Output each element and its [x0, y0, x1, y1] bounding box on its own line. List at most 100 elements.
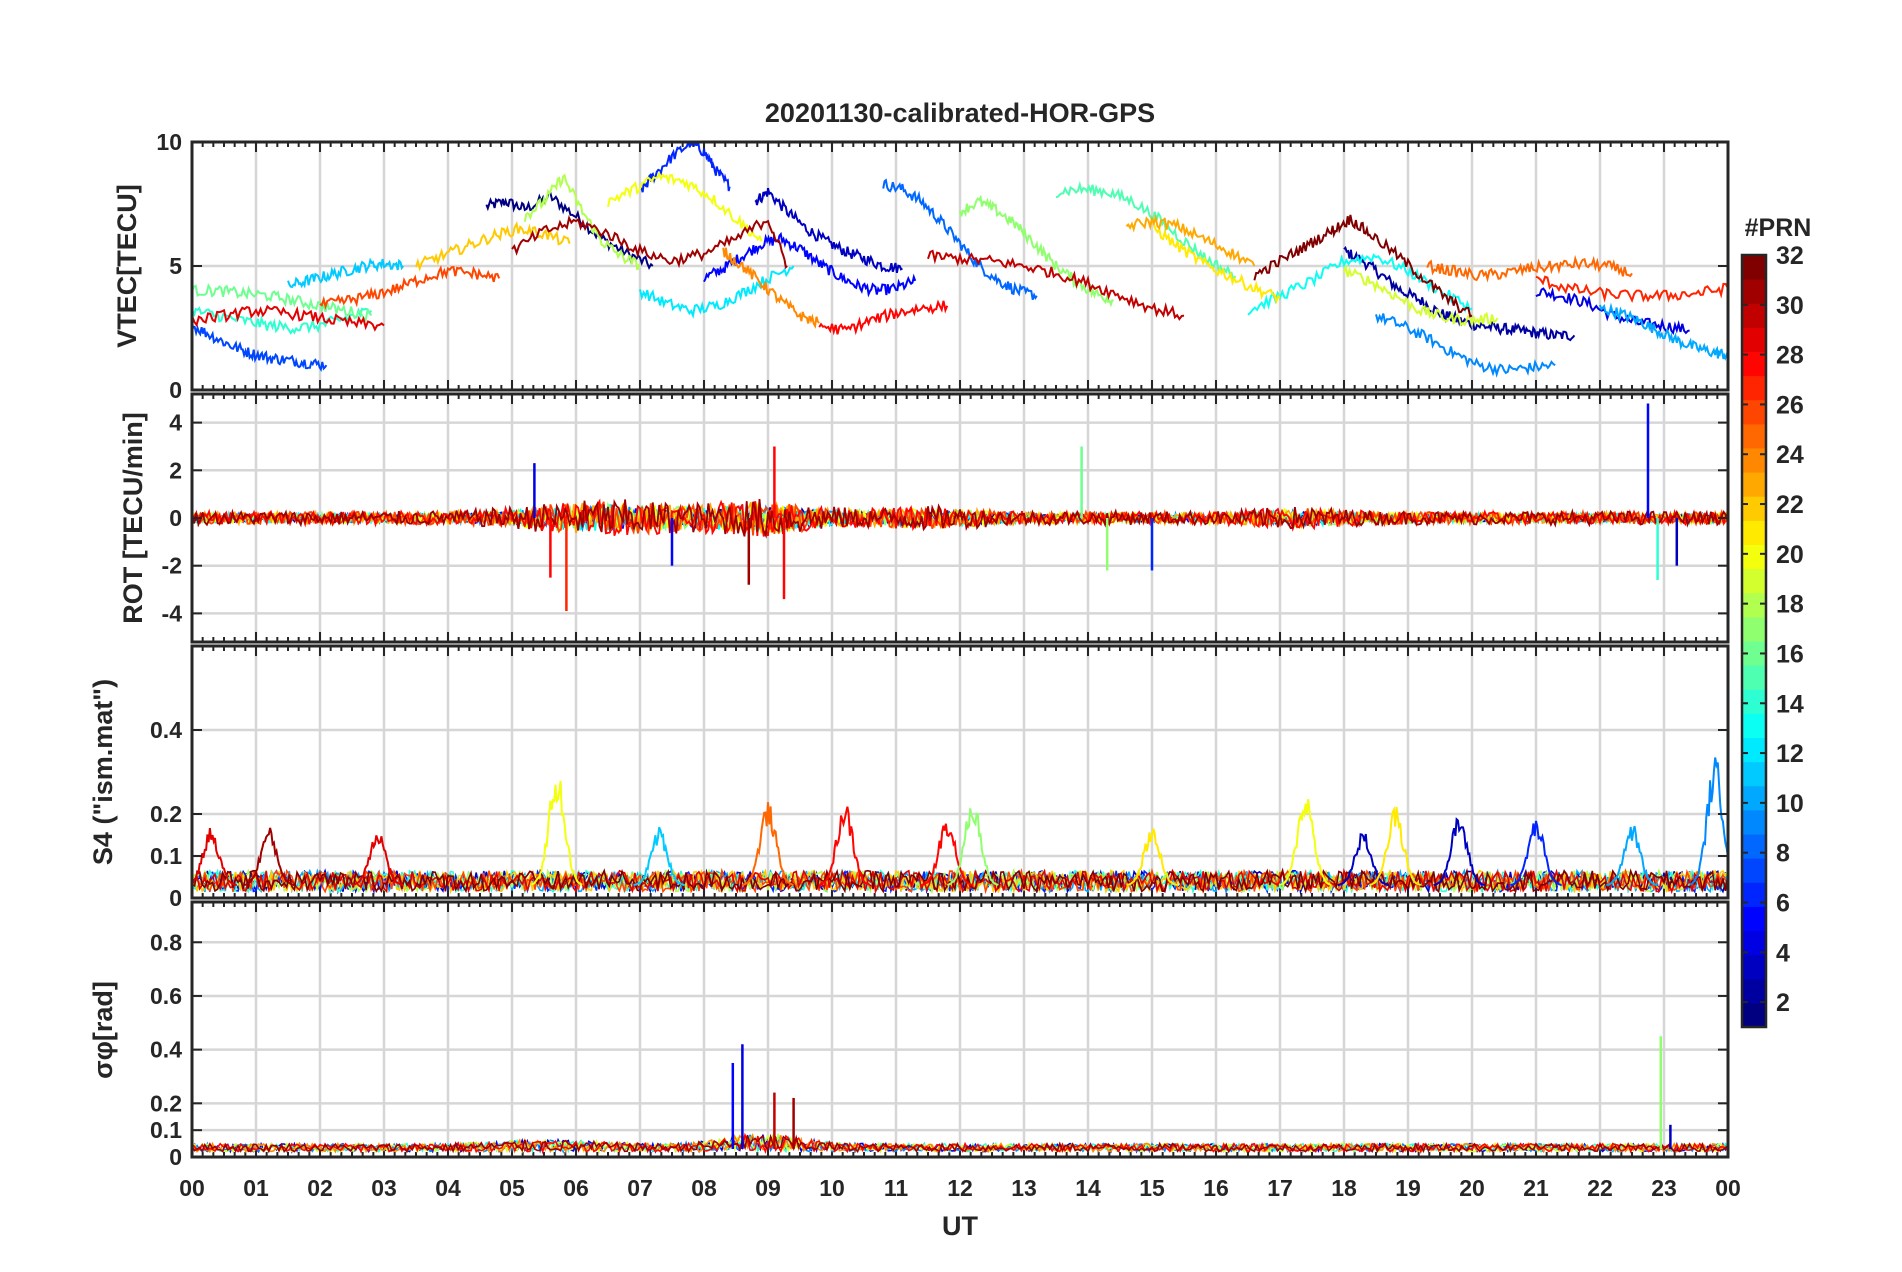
colorbar-band-prn-31 — [1742, 279, 1766, 304]
colorbar-frame — [1740, 253, 1768, 1029]
x-tick-labels: 00 01 02 03 04 05 06 07 08 09 10 11 12 13 14 15 16 17 18 19… — [179, 1175, 1741, 1201]
vtec-series-prn-22 — [415, 221, 571, 272]
y-tick-label: 2 — [169, 457, 182, 483]
y-tick-label: 0.2 — [150, 801, 182, 827]
sigma-series-prn-31 — [192, 1133, 1728, 1154]
colorbar-tick-label: 32 — [1776, 242, 1804, 270]
x-tick-label: 14 — [1075, 1175, 1101, 1201]
x-tick-label: 00 — [179, 1175, 205, 1201]
s4-burst-prn-29 — [351, 835, 404, 887]
vtec-series-prn-21 — [1151, 220, 1281, 305]
vtec-series-prn-25 — [1426, 255, 1633, 283]
y-tick-label: -4 — [162, 600, 183, 626]
y-tick-label: 5 — [169, 253, 182, 279]
s4-burst-prn-28 — [818, 806, 871, 886]
vtec-series-prn-12 — [639, 265, 795, 319]
colorbar-band-prn-17 — [1742, 616, 1766, 642]
vtec-series-prn-28 — [818, 299, 949, 336]
colorbar-tick-label: 10 — [1776, 790, 1804, 818]
vtec-series-prn-19 — [1343, 263, 1499, 329]
x-tick-label: 10 — [819, 1175, 845, 1201]
x-tick-label: 09 — [755, 1175, 781, 1201]
colorbar-band-prn-7 — [1742, 858, 1766, 883]
vtec-series-prn-26 — [319, 265, 501, 310]
s4-burst-prn-28 — [921, 823, 973, 886]
colorbar-tick-label: 4 — [1776, 939, 1790, 967]
x-tick-label: 01 — [243, 1175, 269, 1201]
vtec-series-prn-32 — [1253, 214, 1473, 318]
y-tick-label: 0 — [169, 885, 182, 911]
colorbar-band-prn-5 — [1742, 906, 1766, 931]
panel-sigma-grid — [191, 902, 1729, 1157]
panel-s4-frame — [190, 644, 1730, 900]
colorbar-band-prn-30 — [1742, 303, 1766, 328]
y-tick-label: 0.1 — [150, 843, 182, 869]
colorbar-band-prn-9 — [1742, 809, 1766, 835]
panel-s4-grid — [191, 646, 1729, 898]
vtec-series-prn-2 — [1343, 245, 1576, 342]
y-tick-label: 0 — [169, 1144, 182, 1170]
colorbar-band-prn-12 — [1742, 737, 1766, 763]
colorbar-band-prn-20 — [1742, 544, 1766, 570]
vtec-series-prn-23 — [1125, 213, 1256, 267]
vtec-series-prn-11 — [287, 257, 405, 289]
colorbar-tick-label: 6 — [1776, 889, 1790, 917]
colorbar-tick-label: 18 — [1776, 591, 1804, 619]
colorbar-band-prn-2 — [1742, 978, 1766, 1004]
x-tick-label: 13 — [1011, 1175, 1037, 1201]
s4-burst-prn-25 — [742, 802, 794, 886]
panel-rot-yticks: -4 -2 0 2 4 — [162, 410, 1728, 626]
y-tick-label: 10 — [156, 129, 182, 155]
colorbar-band-prn-11 — [1742, 761, 1766, 787]
colorbar-band-prn-8 — [1742, 834, 1766, 859]
colorbar-tick-label: 8 — [1776, 840, 1790, 868]
colorbar-tick-label: 20 — [1776, 541, 1804, 569]
colorbar-tick-label: 16 — [1776, 640, 1804, 668]
vtec-series-prn-9 — [1375, 313, 1556, 378]
colorbar-tick-label: 30 — [1776, 292, 1804, 320]
panel-rot-ylabel: ROT [TECU/min] — [118, 412, 148, 623]
vtec-series-prn-6 — [639, 142, 731, 193]
figure-title: 20201130-calibrated-HOR-GPS — [765, 98, 1155, 128]
x-tick-label: 08 — [691, 1175, 717, 1201]
colorbar-tick-label: 26 — [1776, 391, 1804, 419]
vtec-series-prn-1 — [485, 191, 654, 270]
panel-vtec-yticks: 0 5 10 — [156, 129, 1728, 403]
s4-burst-prn-17 — [946, 808, 999, 886]
vtec-series-prn-27 — [1535, 275, 1728, 304]
panel-rot: -4 -2 0 2 4 ROT [TECU/min] — [118, 392, 1730, 644]
vtec-series-prn-8 — [882, 178, 1038, 300]
colorbar-band-prn-18 — [1742, 592, 1766, 618]
vtec-series-prn-24 — [722, 247, 820, 329]
s4-burst-prn-21 — [1126, 828, 1178, 886]
s4-burst-prn-11 — [633, 826, 685, 886]
colorbar-band-prn-25 — [1742, 423, 1766, 449]
panel-rot-series — [192, 403, 1728, 611]
colorbar-band-prn-32 — [1742, 255, 1766, 280]
panel-sigma-yticks: 00.10.2 0.4 0.6 0.8 — [150, 929, 1728, 1170]
vtec-series-prn-29 — [192, 304, 385, 332]
colorbar-band-prn-27 — [1742, 375, 1766, 401]
vtec-series-prn-17 — [959, 194, 1114, 308]
panel-vtec-ylabel: VTEC[TECU] — [112, 184, 142, 348]
panel-sigma-series — [192, 1036, 1728, 1155]
x-tick-label: 20 — [1459, 1175, 1485, 1201]
colorbar-band-prn-24 — [1742, 448, 1766, 473]
colorbar-band-prn-23 — [1742, 472, 1766, 497]
vtec-series-prn-30 — [927, 249, 1185, 321]
colorbar-band-prn-10 — [1742, 785, 1766, 811]
x-tick-label: 19 — [1395, 1175, 1421, 1201]
s4-series-prn-26 — [192, 867, 1728, 895]
y-tick-label: 0.2 — [150, 1090, 182, 1116]
vtec-series-prn-10 — [1599, 302, 1728, 361]
colorbar-title: #PRN — [1745, 214, 1812, 242]
vtec-series-prn-20 — [607, 170, 763, 242]
x-tick-label: 06 — [563, 1175, 589, 1201]
panel-vtec-series — [192, 142, 1728, 378]
s4-burst-prn-6 — [1510, 820, 1562, 886]
panel-vtec: 0 5 10 VTEC[TECU] — [112, 129, 1730, 403]
x-tick-label: 05 — [499, 1175, 525, 1201]
y-tick-label: 0.4 — [150, 717, 182, 743]
